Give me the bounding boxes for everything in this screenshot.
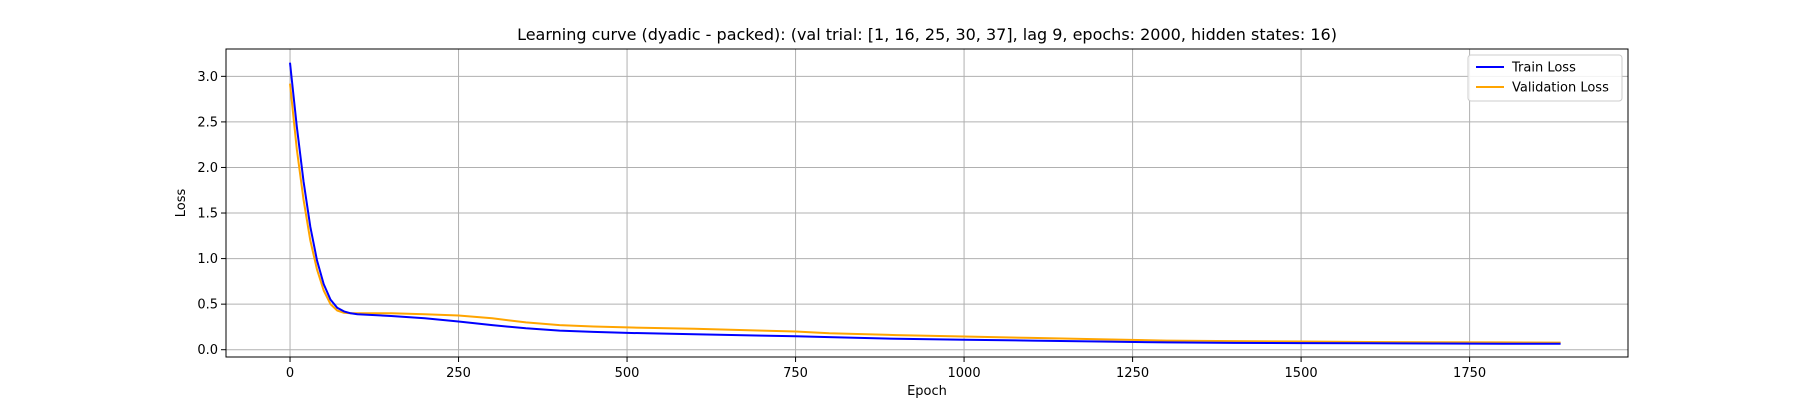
y-tick-label: 1.5 bbox=[197, 207, 218, 222]
series-lines bbox=[289, 62, 1561, 345]
grid-lines bbox=[226, 49, 1628, 357]
x-axis-label: Epoch bbox=[907, 384, 947, 399]
y-tick-label: 0.0 bbox=[197, 343, 218, 358]
y-tick-label: 1.0 bbox=[197, 252, 218, 267]
x-tick-label: 750 bbox=[783, 366, 808, 381]
legend: Train Loss Validation Loss bbox=[1467, 54, 1623, 102]
x-tick-label: 1000 bbox=[948, 366, 981, 381]
legend-label-train-loss: Train Loss bbox=[1511, 61, 1576, 76]
x-tick-label: 1500 bbox=[1285, 366, 1318, 381]
train-loss-line bbox=[289, 62, 1561, 345]
y-tick-label: 0.5 bbox=[197, 298, 218, 313]
x-tick-label: 0 bbox=[286, 366, 294, 381]
legend-label-validation-loss: Validation Loss bbox=[1512, 81, 1609, 96]
axis-ticks: 0 250 500 750 1000 1250 1500 1750 0.0 0.5 1.0 1.5 2.… bbox=[197, 70, 1486, 381]
x-tick-label: 1250 bbox=[1116, 366, 1149, 381]
legend-box bbox=[1467, 54, 1623, 102]
plot-area-frame bbox=[225, 48, 1629, 358]
chart-title: Learning curve (dyadic - packed): (val t… bbox=[517, 25, 1337, 44]
x-tick-label: 500 bbox=[615, 366, 640, 381]
x-tick-label: 250 bbox=[446, 366, 471, 381]
y-axis-label: Loss bbox=[174, 189, 189, 218]
validation-loss-line bbox=[289, 83, 1561, 344]
y-tick-label: 2.5 bbox=[197, 115, 218, 130]
y-tick-label: 3.0 bbox=[197, 70, 218, 85]
y-tick-label: 2.0 bbox=[197, 161, 218, 176]
x-tick-label: 1750 bbox=[1453, 366, 1486, 381]
